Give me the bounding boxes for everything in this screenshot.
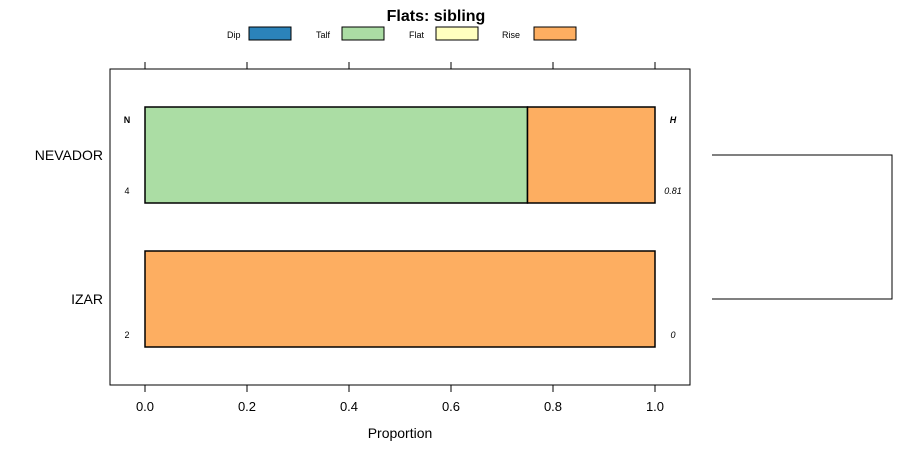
x-tick-label: 0.0 <box>136 399 154 414</box>
dendrogram <box>712 154 893 300</box>
legend-label-flat: Flat <box>409 30 425 40</box>
axes: 0.0 0.2 0.4 0.6 0.8 1.0 <box>136 62 664 414</box>
x-tick-label: 0.8 <box>544 399 562 414</box>
n-value: 4 <box>124 186 129 196</box>
chart-title: Flats: sibling <box>387 8 486 25</box>
legend-swatch-rise <box>533 26 577 41</box>
bars: NEVADOR 4 0.81 IZAR 2 0 <box>35 106 682 348</box>
x-tick-label: 0.6 <box>442 399 460 414</box>
legend-swatch-dip <box>248 26 292 41</box>
h-header: H <box>670 115 677 125</box>
h-value: 0 <box>670 330 675 340</box>
plot-frame <box>109 68 691 386</box>
legend-label-rise: Rise <box>502 30 520 40</box>
legend-label-talf: Talf <box>316 30 331 40</box>
bar-nevador-rise <box>526 106 656 204</box>
legend-swatch-talf <box>341 26 385 41</box>
y-tick-label: NEVADOR <box>35 147 103 163</box>
bar-izar-rise <box>144 250 656 348</box>
n-header: N <box>124 115 131 125</box>
x-tick-label: 1.0 <box>646 399 664 414</box>
bar-nevador-talf <box>144 106 529 204</box>
n-value: 2 <box>124 330 129 340</box>
x-tick-label: 0.2 <box>238 399 256 414</box>
x-tick-label: 0.4 <box>340 399 358 414</box>
y-tick-label: IZAR <box>71 291 103 307</box>
h-value: 0.81 <box>664 186 682 196</box>
legend: Dip Talf Flat Rise <box>227 26 577 41</box>
legend-swatch-flat <box>435 26 479 41</box>
legend-label-dip: Dip <box>227 30 241 40</box>
x-axis-label: Proportion <box>368 425 433 441</box>
